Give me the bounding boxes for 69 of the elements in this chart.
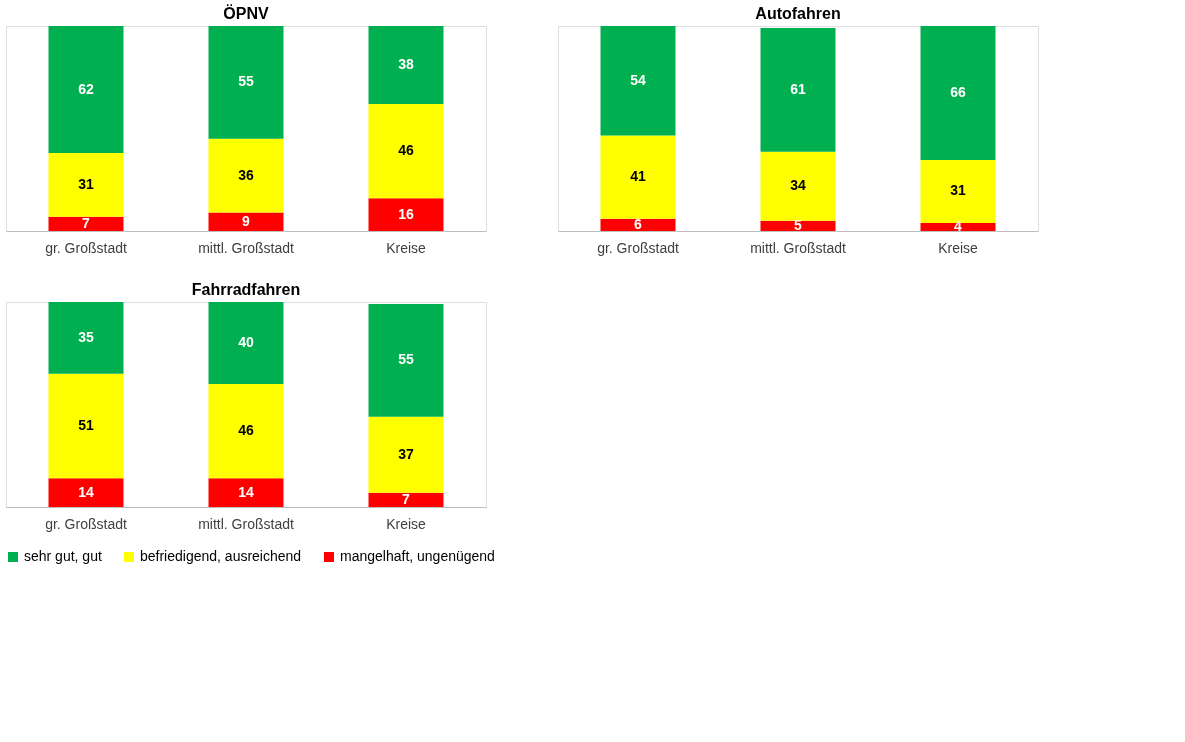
bar (600, 26, 676, 136)
data-label: 16 (398, 205, 414, 222)
bar (208, 26, 284, 139)
data-label: 31 (950, 182, 966, 199)
data-label: 46 (238, 422, 254, 439)
data-label: 62 (78, 80, 94, 97)
bar (760, 28, 836, 152)
data-label: 51 (78, 417, 94, 434)
x-tick-label: Kreise (386, 515, 427, 532)
data-label: 46 (398, 142, 414, 159)
data-label: 35 (78, 328, 94, 345)
data-label: 14 (238, 483, 254, 500)
x-tick-label: mittl. Großstadt (750, 239, 846, 256)
bar (760, 220, 836, 231)
data-label: 66 (950, 83, 966, 100)
legend-label: befriedigend, ausreichend (140, 548, 302, 564)
bar (368, 198, 444, 231)
bar (208, 478, 284, 507)
bar (368, 304, 444, 417)
x-tick-label: mittl. Großstadt (198, 239, 294, 256)
bar (208, 138, 284, 213)
legend-label: mangelhaft, ungenügend (340, 548, 495, 564)
x-tick-label: mittl. Großstadt (198, 515, 294, 532)
data-label: 55 (238, 73, 254, 90)
bar (920, 26, 996, 160)
chart-title: Fahrradfahren (191, 281, 301, 298)
data-label: 38 (398, 55, 414, 72)
x-tick-label: gr. Großstadt (45, 515, 127, 532)
data-label: 37 (398, 445, 414, 462)
bar (48, 478, 124, 507)
bar (920, 159, 996, 223)
data-label: 41 (630, 168, 646, 185)
data-label: 55 (398, 351, 414, 368)
x-tick-label: gr. Großstadt (597, 239, 679, 256)
data-label: 54 (630, 71, 646, 88)
chart-title: Autofahren (755, 5, 841, 22)
bar (48, 373, 124, 479)
legend-label: sehr gut, gut (24, 548, 102, 564)
bar (368, 492, 444, 507)
data-label: 31 (78, 175, 94, 192)
bar (208, 384, 284, 479)
data-label: 40 (238, 334, 254, 350)
bar (208, 212, 284, 231)
data-label: 34 (790, 177, 806, 194)
bar (48, 302, 124, 374)
bar (600, 135, 676, 219)
bar (920, 222, 996, 231)
data-label: 4 (954, 217, 963, 234)
data-label: 9 (242, 212, 251, 229)
bar (760, 151, 836, 221)
chart-title: ÖPNV (223, 4, 269, 22)
data-label: 14 (78, 483, 94, 500)
data-label: 7 (402, 490, 411, 507)
bar (368, 26, 444, 104)
x-tick-label: Kreise (938, 239, 979, 256)
bar (368, 103, 444, 199)
bar (600, 218, 676, 231)
x-tick-label: Kreise (386, 239, 427, 256)
bar (48, 153, 124, 217)
data-label: 36 (238, 166, 254, 183)
data-label: 5 (794, 216, 803, 233)
bar (208, 302, 284, 384)
data-label: 61 (790, 80, 806, 97)
x-tick-label: gr. Großstadt (45, 239, 127, 256)
data-label: 6 (634, 215, 643, 232)
bar (368, 416, 444, 493)
bar (48, 216, 124, 231)
bar (48, 26, 124, 154)
data-label: 7 (82, 214, 91, 231)
